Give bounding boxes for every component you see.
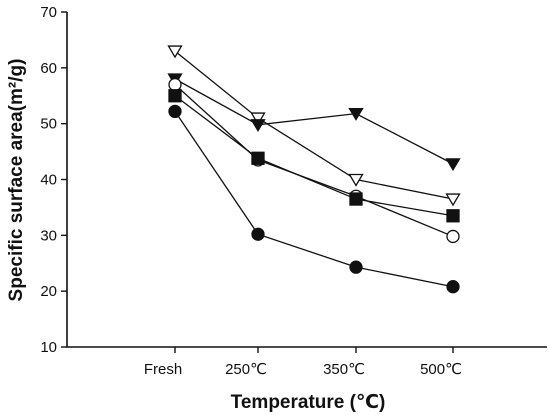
data-point-marker — [348, 107, 364, 121]
y-tick-label: 30 — [40, 227, 57, 244]
x-tick-label: 350℃ — [323, 361, 365, 378]
data-point-marker — [348, 173, 364, 187]
data-point-marker — [446, 229, 460, 244]
y-tick-label: 50 — [40, 116, 57, 133]
data-point-marker — [168, 104, 182, 119]
series-1 — [167, 45, 461, 207]
series-2 — [167, 73, 461, 172]
x-tick-label: 250℃ — [225, 361, 267, 378]
data-point-marker — [168, 89, 182, 103]
data-point-marker — [167, 45, 183, 59]
series-5 — [168, 104, 460, 294]
x-tick-label: 500℃ — [420, 361, 462, 378]
data-point-marker — [168, 77, 182, 92]
axis-frame — [66, 12, 547, 348]
y-tick-label: 40 — [40, 172, 57, 189]
series-4 — [168, 89, 460, 223]
series-line — [174, 50, 454, 200]
data-point-marker — [250, 119, 266, 133]
y-tick-label: 10 — [40, 339, 57, 356]
y-axis-ticks: 10 20 30 40 50 60 70 — [40, 4, 67, 356]
x-axis-ticks: Fresh 250℃ 350℃ 500℃ — [144, 347, 462, 378]
series-line — [174, 84, 454, 238]
series-3 — [168, 77, 460, 244]
data-point-marker — [349, 192, 363, 206]
series-line — [174, 111, 454, 288]
y-tick-label: 20 — [40, 283, 57, 300]
data-series — [167, 45, 461, 294]
data-point-marker — [446, 209, 460, 223]
x-axis-title: Temperature (℃) — [231, 392, 386, 413]
data-point-marker — [445, 193, 461, 207]
data-point-marker — [445, 158, 461, 172]
axes — [66, 12, 547, 348]
y-tick-label: 70 — [40, 4, 57, 21]
data-point-marker — [251, 227, 265, 241]
y-tick-label: 60 — [40, 60, 57, 77]
data-point-marker — [349, 260, 363, 274]
data-point-marker — [250, 112, 266, 126]
data-point-marker — [251, 151, 265, 165]
series-line — [174, 78, 454, 165]
x-tick-label: Fresh — [144, 361, 182, 378]
data-point-marker — [446, 280, 460, 294]
series-line — [174, 95, 454, 217]
y-axis-title: Specific surface area(m²/g) — [6, 59, 27, 302]
